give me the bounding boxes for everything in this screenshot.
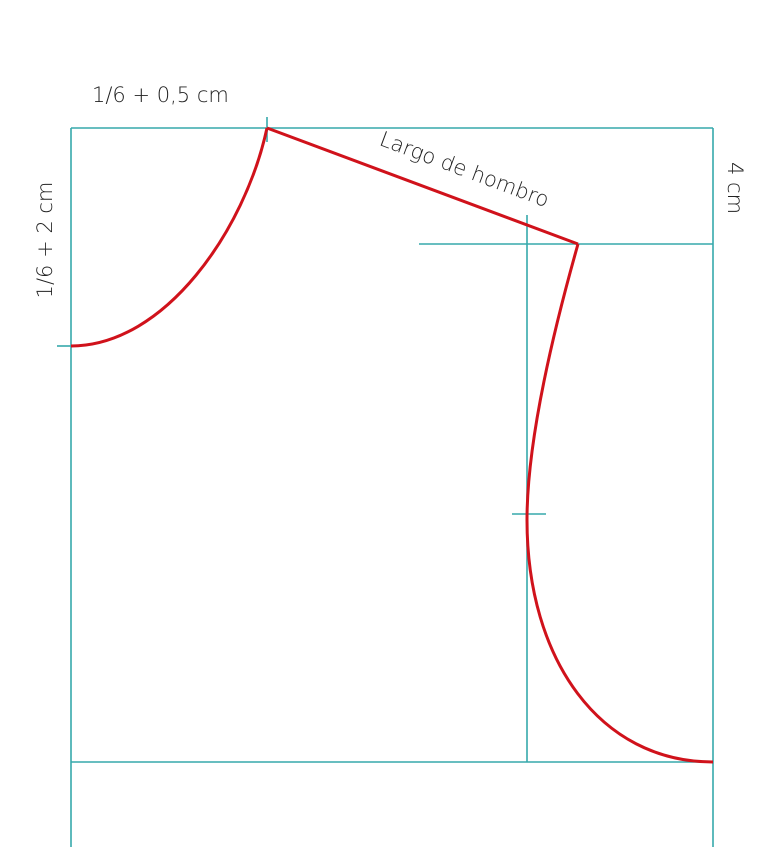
armhole — [525, 243, 714, 764]
neck-depth-label: 1/6 + 2 cm — [33, 182, 57, 299]
shoulder-drop-label: 4 cm — [723, 162, 747, 214]
neckline — [70, 127, 269, 348]
shoulder-line — [266, 126, 579, 246]
pattern-lines — [70, 126, 714, 764]
guide-lines — [57, 117, 714, 847]
neck-width-label: 1/6 + 0,5 cm — [92, 83, 229, 107]
shoulder-length-label: Largo de hombro — [376, 127, 552, 212]
